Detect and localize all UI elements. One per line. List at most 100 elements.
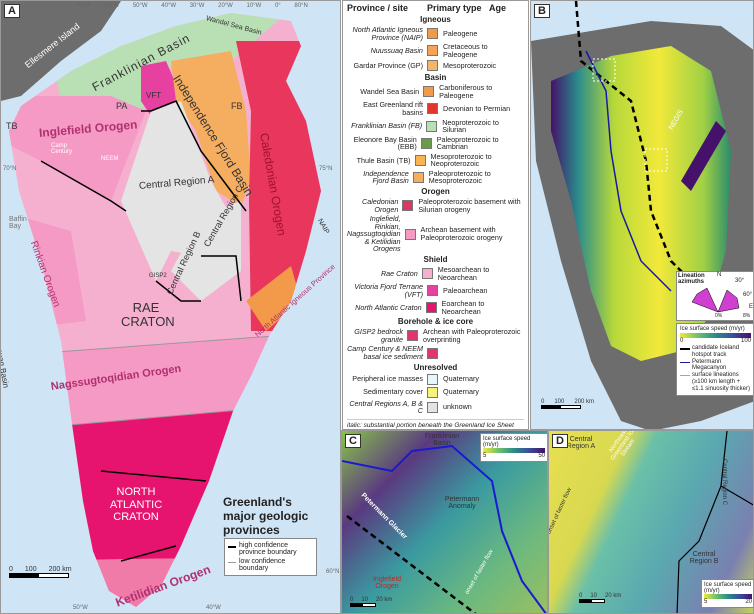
lineations-text: surface lineations (≥100 km length + ≤1.… [692, 372, 750, 393]
province-age: Paleogene [443, 28, 478, 38]
province-name: Nuussuaq Basin [370, 45, 423, 55]
panel-c-speed-legend: Ice surface speed (m/yr) 5 50 [480, 433, 547, 462]
scale-tick: 20 km [376, 597, 393, 603]
panel-b-legend: Ice surface speed (m/yr) 0 100 candidate … [676, 323, 753, 397]
province-age: Quaternary [443, 387, 479, 397]
franklinian-label: Franklinian Basin [424, 433, 460, 447]
legend-note: italic: substantial portion beneath the … [347, 418, 524, 429]
province-name: Wandel Sea Basin [360, 87, 420, 97]
panel-label: C [345, 434, 361, 448]
color-swatch [407, 330, 418, 342]
speed-title: Ice surface speed (m/yr) [704, 582, 752, 594]
legend-row: Inglefield, Rinkian, Nagssugtoqidian & K… [347, 214, 524, 254]
panel-b-ice-speed-map: B NEGIS Lineation azimuths N 30° 60° E 0… [530, 0, 754, 430]
inglefield-label: Inglefield Orogen [372, 576, 402, 590]
inset-d-svg [676, 431, 753, 613]
low-confidence-item: low confidence boundary [228, 558, 313, 572]
scale-tick: 20 km [605, 593, 622, 599]
province-name: Victoria Fjord Terrane (VFT) [354, 282, 423, 299]
province-name: Thule Basin (TB) [356, 155, 411, 165]
nac-label: NORTH ATLANTIC CRATON [109, 486, 163, 524]
blue-line-icon [680, 361, 690, 373]
legend-row: Franklinian Basin (FB) Neoproterozoic to … [347, 118, 524, 135]
color-swatch [412, 171, 424, 183]
lon-10w: 10°W [246, 3, 262, 9]
color-swatch [423, 86, 435, 98]
color-swatch [427, 347, 438, 359]
lon-50w: 50°W [132, 3, 148, 9]
legend-section-title: Basin [424, 73, 447, 83]
color-swatch [402, 200, 414, 212]
canyon-text: Petermann Megacanyon [692, 358, 727, 372]
rose-60: 60° [743, 292, 753, 298]
lon-labels: 70°W 60°W 50°W 40°W 30°W 20°W 10°W 0° 80… [76, 3, 308, 9]
ellesmere-island [1, 1, 121, 101]
pink-line-icon [680, 375, 690, 393]
inset-d-box [644, 148, 668, 172]
color-swatch [427, 285, 438, 297]
province-age: Mesoproterozoic [443, 60, 497, 70]
panel-c-petermann-inset: C Franklinian Basin Petermann Glacier Pe… [341, 430, 548, 614]
tb-label: TB [6, 121, 18, 131]
legend-row: Wandel Sea Basin Carboniferous to Paleoge… [347, 83, 524, 100]
lon-40w-bottom: 40°W [206, 605, 221, 611]
central-a-label: Central Region A [566, 436, 596, 450]
panel-d-speed-legend: Ice surface speed (m/yr) 5 20 [701, 579, 753, 608]
province-name: North Atlantic Craton [355, 302, 422, 312]
province-age: Paleoproterozoic basement with Silurian … [418, 197, 521, 214]
petermann-megacanyon [342, 444, 547, 613]
legend-section-title: Borehole & ice core [397, 317, 474, 327]
color-swatch [427, 60, 438, 72]
scale-tick: 10 [590, 593, 598, 599]
rose-east: E [749, 304, 754, 310]
province-age: Eoarchean to Neoarchean [441, 299, 485, 316]
lat-70n: 70°N [3, 166, 17, 172]
scale-tick: 200 km [48, 566, 72, 573]
speed-min: 5 [704, 599, 708, 605]
province-name: North Atlantic Igneous Province (NAIP) [352, 25, 423, 42]
province-name: Sedimentary cover [363, 387, 423, 397]
legend-row: East Greenland rift basins Devonian to Pe… [347, 100, 524, 117]
solid-line-icon [228, 546, 236, 556]
speed-max: 100 [740, 337, 751, 344]
color-swatch [427, 401, 438, 413]
rose-0pct: 0% [715, 313, 723, 319]
naip-region [246, 266, 301, 331]
hotspot-text: candidate Iceland hotspot track [692, 344, 740, 358]
legend-body: Igneous North Atlantic Igneous Province (… [347, 15, 524, 416]
panel-a-geologic-map: A 70°W 60°W 50°W 40°W 30°W 20°W 10°W 0° … [0, 0, 341, 614]
province-age: unknown [443, 402, 472, 412]
province-age: Neoproterozoic to Silurian [442, 117, 499, 135]
anomaly-label: Petermann Anomaly [444, 496, 480, 510]
legend-row: Thule Basin (TB) Mesoproterozoic to Neopr… [347, 152, 524, 169]
speed-max: 50 [538, 453, 545, 459]
header-province: Province / site [347, 3, 409, 13]
color-swatch [427, 373, 438, 385]
hotspot-track [346, 515, 477, 613]
province-name: Camp Century & NEEM basal ice sediment [347, 344, 423, 361]
legend-section-title: Orogen [421, 187, 450, 196]
speed-colorbar [483, 448, 545, 453]
pa-label: PA [116, 101, 128, 111]
scale-tick: 0 [579, 593, 583, 599]
header-type: Primary type [427, 3, 482, 13]
map-title: Greenland's major geologic provinces [223, 495, 309, 537]
lat-75n: 75°N [319, 166, 333, 172]
legend-section-title: Igneous [420, 15, 451, 24]
legend-header: Province / site Primary type Age [347, 3, 524, 14]
scale-bar-d: 0 10 20 km [579, 593, 621, 603]
color-swatch [420, 137, 432, 149]
legend-row: Peripheral ice masses Quaternary [347, 373, 524, 386]
negis-stream [681, 121, 726, 191]
color-swatch [426, 45, 438, 57]
legend-row: North Atlantic Craton Eoarchean to Neoarc… [347, 299, 524, 316]
scale-tick: 10 [361, 597, 369, 603]
rose-title: Lineation azimuths [678, 273, 705, 285]
speed-title: Ice surface speed (m/yr) [680, 326, 745, 332]
grey-line-icon [228, 562, 236, 572]
scale-tick: 200 km [574, 399, 595, 405]
legend-section-title: Shield [423, 254, 448, 264]
province-name: Caledonian Orogen [362, 197, 399, 214]
province-name: Franklinian Basin (FB) [351, 121, 423, 131]
province-age: Quaternary [443, 374, 479, 384]
